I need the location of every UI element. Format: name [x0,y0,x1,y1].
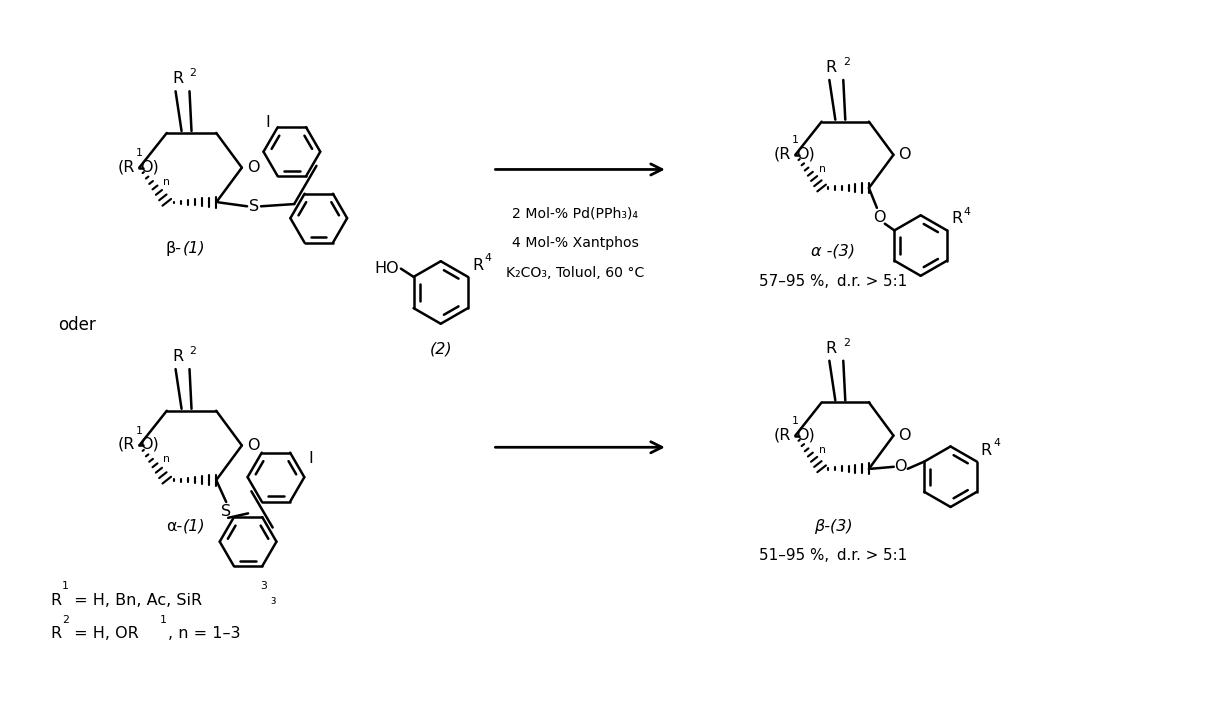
Text: (R: (R [774,146,791,161]
Text: 2: 2 [62,615,69,625]
Text: (R: (R [774,427,791,442]
Text: I: I [265,115,270,130]
Text: K₂CO₃, Toluol, 60 °C: K₂CO₃, Toluol, 60 °C [507,266,644,280]
Text: 4: 4 [485,253,492,263]
Text: 1: 1 [791,135,798,145]
Text: R: R [952,212,962,226]
Text: oder: oder [59,316,96,334]
Text: , n = 1–3: , n = 1–3 [168,626,240,641]
Text: O): O) [140,159,159,174]
Text: 1: 1 [135,148,142,158]
Text: α-: α- [165,519,182,534]
Text: 2: 2 [843,338,850,348]
Text: R: R [51,593,62,608]
Text: I: I [309,451,314,466]
Text: α -(3): α -(3) [810,244,855,259]
Text: 2: 2 [189,68,197,78]
Text: R: R [980,442,993,458]
Text: S: S [248,199,259,214]
Text: R: R [826,60,837,75]
Text: 2: 2 [189,346,197,356]
Text: 57–95 %,  d.r. > 5:1: 57–95 %, d.r. > 5:1 [759,273,907,289]
Text: β-(3): β-(3) [814,519,853,534]
Text: O: O [247,438,259,453]
Text: 4: 4 [994,437,1001,448]
Text: 1: 1 [160,615,166,625]
Text: (1): (1) [183,241,205,256]
Text: S: S [221,504,232,520]
Text: (R: (R [118,437,135,452]
Text: 1: 1 [62,581,69,591]
Text: O): O) [140,437,159,452]
Text: R: R [172,349,183,364]
Text: O): O) [796,427,815,442]
Text: O: O [898,428,911,443]
Text: 3: 3 [260,581,268,591]
Text: β-: β- [166,241,182,256]
Text: 2: 2 [843,57,850,67]
Text: (R: (R [118,159,135,174]
Text: n: n [163,454,170,464]
Text: O: O [898,147,911,163]
Text: (1): (1) [183,519,205,534]
Text: O: O [247,160,259,175]
Text: 51–95 %,  d.r. > 5:1: 51–95 %, d.r. > 5:1 [759,548,907,564]
Text: 1: 1 [135,425,142,435]
Text: n: n [163,177,170,187]
Text: O: O [873,210,885,225]
Text: HO: HO [374,261,399,276]
Text: R: R [826,341,837,356]
Text: = H, Bn, Ac, SiR: = H, Bn, Ac, SiR [70,593,203,608]
Text: 2 Mol-% Pd(PPh₃)₄: 2 Mol-% Pd(PPh₃)₄ [513,206,638,220]
Text: ₃: ₃ [270,593,276,607]
Text: 4 Mol-% Xantphos: 4 Mol-% Xantphos [511,236,638,250]
Text: O: O [895,459,907,474]
Text: 4: 4 [964,207,971,217]
Text: O): O) [796,146,815,161]
Text: R: R [51,626,62,641]
Text: R: R [172,71,183,87]
Text: 1: 1 [791,415,798,426]
Text: R: R [472,258,484,273]
Text: (2): (2) [429,342,452,356]
Text: = H, OR: = H, OR [70,626,139,641]
Text: n: n [819,444,826,454]
Text: n: n [819,164,826,174]
